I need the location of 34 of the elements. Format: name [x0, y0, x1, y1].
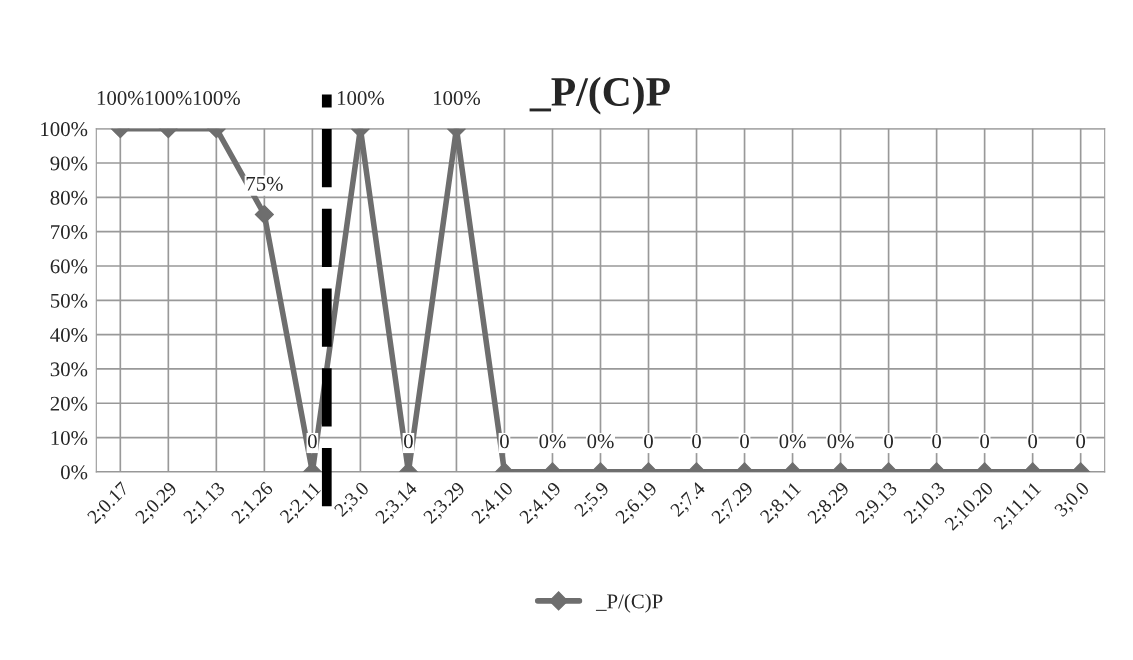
y-tick-label: 80% — [50, 190, 88, 205]
data-label: 0 — [884, 434, 894, 449]
data-label: 0 — [500, 434, 509, 449]
data-label: 75% — [246, 176, 283, 191]
data-label: 0% — [587, 434, 614, 449]
data-label: 0 — [692, 434, 701, 449]
data-label: 0 — [980, 434, 990, 449]
y-tick-label: 30% — [50, 362, 88, 377]
chart-title: _P/(C)P — [529, 76, 670, 115]
data-label: 100% — [145, 90, 192, 106]
data-label: 0% — [827, 434, 854, 449]
data-label: 0% — [539, 434, 566, 449]
y-tick-label: 0% — [61, 465, 88, 480]
y-tick-label: 20% — [50, 396, 88, 411]
data-label: 0% — [779, 434, 806, 449]
data-label: 0 — [1076, 434, 1086, 449]
data-label: 0 — [740, 434, 749, 449]
data-label: 100% — [193, 90, 240, 106]
data-label: 0 — [307, 434, 317, 449]
y-tick-label: 70% — [51, 225, 88, 240]
y-tick-label: 60% — [50, 259, 88, 274]
y-tick-label: 90% — [50, 156, 88, 171]
data-label: 0 — [1028, 434, 1038, 449]
data-label: 0 — [404, 434, 413, 449]
legend-label: _P/(C)P — [595, 593, 663, 613]
data-label: 100% — [97, 90, 144, 106]
data-label: 100% — [337, 90, 384, 106]
data-label: 0 — [932, 434, 942, 449]
y-tick-label: 10% — [51, 430, 88, 446]
data-label: 0 — [644, 434, 653, 449]
data-label: 100% — [433, 90, 481, 106]
y-tick-label: 50% — [51, 293, 88, 308]
y-tick-label: 40% — [50, 327, 88, 343]
y-tick-label: 100% — [41, 122, 88, 137]
